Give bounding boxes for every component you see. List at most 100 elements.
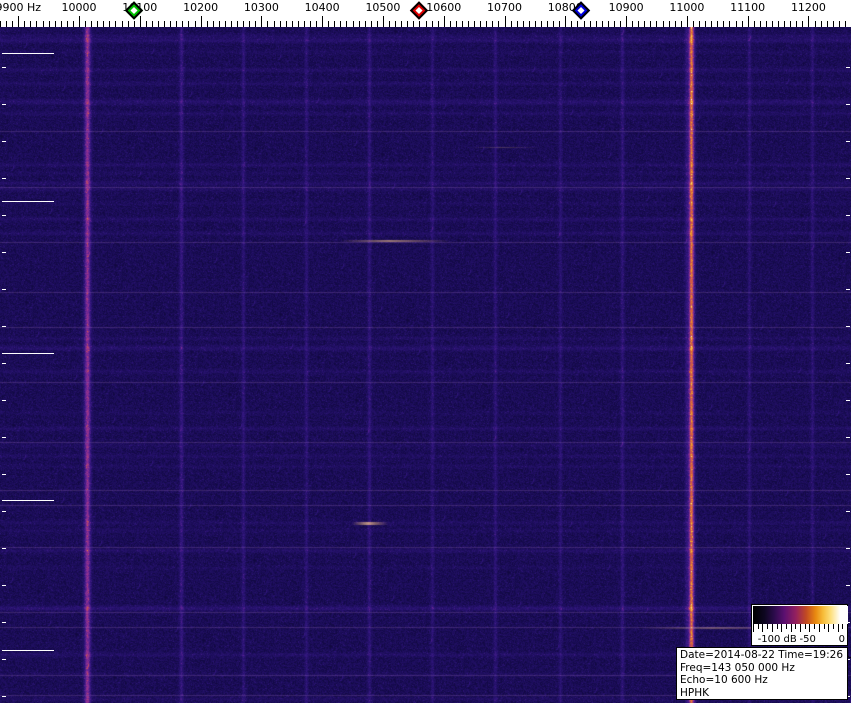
ruler-tick-minor <box>632 21 633 27</box>
time-tick-right <box>846 585 850 586</box>
ruler-tick-minor <box>498 21 499 27</box>
ruler-tick-minor <box>742 21 743 27</box>
ruler-label: 10200 <box>183 1 219 14</box>
time-tick-right <box>846 548 850 549</box>
ruler-label: 10600 <box>426 1 462 14</box>
ruler-tick-minor <box>55 21 56 27</box>
ruler-tick-minor <box>292 21 293 27</box>
ruler-tick-minor <box>359 21 360 27</box>
ruler-tick-minor <box>146 21 147 27</box>
time-tick-left <box>2 696 6 697</box>
marker-center <box>576 6 585 15</box>
ruler-tick-minor <box>736 21 737 27</box>
colorbar-label: 0 <box>838 634 845 645</box>
ruler-tick-minor <box>559 21 560 27</box>
ruler-tick-minor <box>796 21 797 27</box>
ruler-tick-minor <box>675 21 676 27</box>
ruler-tick-minor <box>12 21 13 27</box>
time-tick-left <box>2 437 6 438</box>
ruler-tick-minor <box>249 21 250 27</box>
ruler-tick-minor <box>772 21 773 27</box>
ruler-tick-minor <box>310 21 311 27</box>
ruler-tick-minor <box>365 21 366 27</box>
ruler-tick-minor <box>699 21 700 27</box>
ruler-tick-minor <box>426 21 427 27</box>
frequency-ruler: 9900 Hz100001010010200103001040010500106… <box>0 0 851 27</box>
colorbar-tick-major <box>809 624 810 632</box>
ruler-tick-minor <box>353 21 354 27</box>
ruler-tick-minor <box>638 21 639 27</box>
ruler-tick-minor <box>73 21 74 27</box>
ruler-tick-major <box>565 16 566 27</box>
colorbar-tick-major <box>791 624 792 632</box>
ruler-tick-minor <box>286 21 287 27</box>
time-tick-right <box>846 141 850 142</box>
ruler-tick-major <box>79 16 80 27</box>
ruler-tick-minor <box>584 21 585 27</box>
time-tick-right <box>846 326 850 327</box>
ruler-tick-minor <box>650 21 651 27</box>
ruler-label: 11000 <box>669 1 705 14</box>
ruler-tick-minor <box>182 21 183 27</box>
colorbar-tick-minor <box>842 624 843 629</box>
time-tick-right <box>846 363 850 364</box>
colorbar-tick-major <box>838 624 839 632</box>
ruler-tick-major <box>748 16 749 27</box>
colorbar-tick-minor <box>795 624 796 629</box>
colorbar-tick-major <box>762 624 763 632</box>
ruler-tick-minor <box>644 21 645 27</box>
ruler-tick-minor <box>164 21 165 27</box>
time-tick-left <box>2 178 6 179</box>
info-frequency: Freq=143 050 000 Hz <box>680 661 795 674</box>
time-tick-left <box>2 104 6 105</box>
ruler-tick-minor <box>115 21 116 27</box>
time-tick-right <box>846 104 850 105</box>
ruler-tick-minor <box>30 21 31 27</box>
ruler-tick-minor <box>61 21 62 27</box>
ruler-tick-minor <box>663 21 664 27</box>
colorbar-tick-minor <box>805 624 806 629</box>
ruler-tick-minor <box>790 21 791 27</box>
spectrogram-waterfall[interactable] <box>0 27 851 703</box>
ruler-tick-minor <box>85 21 86 27</box>
ruler-tick-minor <box>128 21 129 27</box>
ruler-tick-minor <box>188 21 189 27</box>
ruler-tick-minor <box>535 21 536 27</box>
time-label-rule <box>2 201 54 202</box>
time-tick-right <box>846 215 850 216</box>
ruler-tick-minor <box>456 21 457 27</box>
ruler-label: 10500 <box>365 1 401 14</box>
ruler-tick-minor <box>656 21 657 27</box>
ruler-tick-minor <box>784 21 785 27</box>
time-tick-left <box>2 659 6 660</box>
time-tick-right <box>846 252 850 253</box>
ruler-tick-minor <box>122 21 123 27</box>
time-tick-right <box>846 437 850 438</box>
ruler-tick-minor <box>614 21 615 27</box>
color-scale-legend: -100 dB -50 0 <box>751 604 848 646</box>
ruler-tick-minor <box>541 21 542 27</box>
ruler-tick-minor <box>705 21 706 27</box>
time-tick-left <box>2 363 6 364</box>
ruler-tick-minor <box>195 21 196 27</box>
ruler-tick-minor <box>304 21 305 27</box>
ruler-tick-minor <box>577 21 578 27</box>
marker-center <box>130 6 138 15</box>
color-scale-gradient <box>753 606 848 624</box>
ruler-tick-minor <box>237 21 238 27</box>
time-tick-left <box>2 548 6 549</box>
time-tick-left <box>2 585 6 586</box>
ruler-tick-minor <box>480 21 481 27</box>
ruler-tick-minor <box>134 21 135 27</box>
ruler-tick-minor <box>529 21 530 27</box>
ruler-label: 11200 <box>790 1 826 14</box>
time-tick-right <box>846 659 850 660</box>
ruler-tick-minor <box>450 21 451 27</box>
ruler-tick-minor <box>511 21 512 27</box>
ruler-tick-minor <box>298 21 299 27</box>
ruler-tick-major <box>261 16 262 27</box>
ruler-tick-minor <box>0 21 1 27</box>
ruler-tick-minor <box>571 21 572 27</box>
ruler-tick-minor <box>207 21 208 27</box>
